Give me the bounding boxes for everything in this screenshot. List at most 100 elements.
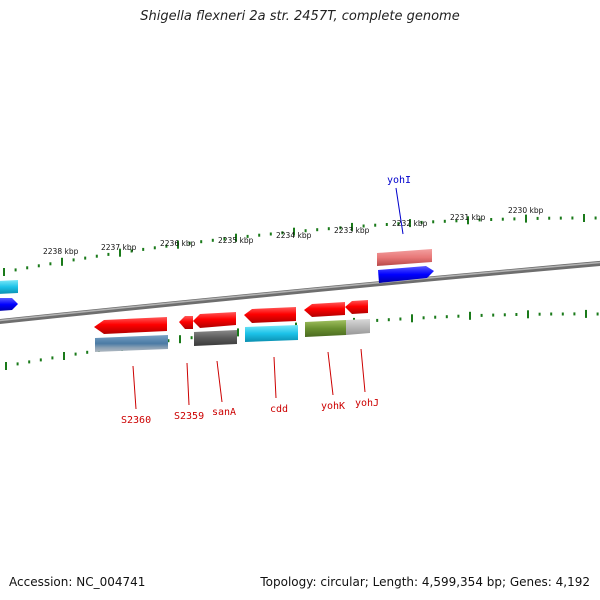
feature-yohI-arrow[interactable] [378, 266, 434, 283]
outer-tick-15 [177, 240, 179, 249]
outer-tick-25 [293, 227, 295, 236]
feature-sanA-box[interactable] [194, 330, 237, 346]
outer-tick-20 [235, 233, 237, 242]
feature-yohK-arrow[interactable] [304, 302, 345, 317]
outer-tick-31 [362, 224, 365, 228]
gene-label-yohI[interactable]: yohI [387, 175, 411, 186]
inner-tick-38 [445, 315, 448, 319]
outer-tick-24 [281, 231, 284, 235]
feature-S2360-arrow[interactable] [94, 317, 167, 334]
outer-tick-19 [223, 237, 226, 241]
leader-sanA [216, 360, 223, 403]
inner-tick-46 [538, 312, 541, 316]
outer-tick-29 [339, 226, 342, 230]
outer-tick-34 [397, 222, 400, 226]
feature-S2359-arrow[interactable] [179, 316, 193, 329]
inner-tick-42 [492, 313, 495, 317]
outer-tick-42 [490, 218, 493, 221]
ruler-label-2235: 2235 kbp [218, 236, 254, 245]
outer-tick-3 [37, 264, 40, 268]
feature-blue-left[interactable] [0, 298, 18, 311]
outer-tick-37 [432, 220, 435, 224]
ruler-ticks-outer [3, 214, 597, 276]
genome-backbone [0, 260, 600, 324]
gene-label-S2359[interactable]: S2359 [174, 411, 204, 422]
outer-tick-5 [61, 257, 63, 266]
ruler-label-2232: 2232 kbp [392, 219, 428, 228]
inner-tick-5 [63, 352, 65, 360]
outer-tick-35 [409, 219, 411, 228]
feature-S2360-box[interactable] [95, 335, 168, 352]
feature-sanA-arrow[interactable] [193, 312, 236, 328]
outer-tick-16 [188, 241, 191, 245]
outer-tick-32 [374, 223, 377, 227]
inner-tick-36 [422, 316, 425, 320]
outer-tick-50 [583, 214, 585, 222]
outer-tick-23 [269, 232, 272, 236]
outer-tick-27 [316, 228, 319, 232]
outer-tick-21 [246, 234, 249, 238]
inner-tick-14 [167, 339, 170, 343]
inner-tick-20 [237, 328, 239, 337]
gene-label-cdd[interactable]: cdd [270, 404, 288, 415]
feature-cdd-box[interactable] [245, 325, 298, 342]
ruler-ticks-inner [5, 309, 599, 370]
gene-label-yohJ[interactable]: yohJ [355, 398, 379, 409]
leader-yohJ [360, 348, 366, 393]
inner-tick-37 [434, 315, 437, 319]
inner-tick-39 [457, 314, 460, 318]
outer-tick-43 [501, 217, 504, 221]
outer-tick-30 [351, 222, 353, 231]
outer-tick-36 [420, 220, 423, 224]
outer-tick-18 [211, 238, 214, 242]
outer-tick-26 [304, 229, 307, 233]
ruler-label-2234: 2234 kbp [276, 231, 312, 240]
gene-label-yohK[interactable]: yohK [321, 401, 345, 412]
outer-tick-11 [130, 249, 133, 253]
gene-label-S2360[interactable]: S2360 [121, 415, 151, 426]
outer-tick-44 [513, 217, 516, 221]
feature-yohJ-arrow[interactable] [345, 300, 368, 314]
outer-tick-12 [142, 247, 145, 251]
inner-tick-15 [179, 335, 181, 344]
outer-tick-13 [153, 246, 156, 250]
outer-tick-46 [536, 216, 539, 220]
inner-tick-40 [469, 311, 471, 320]
inner-tick-16 [190, 336, 193, 340]
inner-tick-34 [399, 317, 402, 321]
inner-tick-3 [39, 358, 42, 362]
inner-tick-49 [573, 312, 576, 316]
outer-tick-17 [200, 240, 203, 244]
inner-tick-32 [376, 318, 379, 322]
inner-tick-51 [596, 312, 599, 316]
feature-cdd-arrow[interactable] [244, 307, 296, 323]
outer-tick-49 [571, 216, 574, 220]
ruler-label-2238: 2238 kbp [43, 247, 79, 256]
inner-tick-35 [411, 314, 413, 323]
feature-yohI-top[interactable] [377, 249, 432, 266]
inner-tick-6 [74, 352, 77, 356]
feature-yohK-box[interactable] [305, 320, 346, 337]
feature-yohJ-box[interactable] [346, 319, 370, 335]
ruler-label-2237: 2237 kbp [101, 243, 137, 252]
outer-tick-9 [107, 252, 110, 256]
inner-tick-44 [515, 313, 518, 316]
inner-tick-7 [86, 350, 89, 354]
topology-text: Topology: circular; Length: 4,599,354 bp… [260, 575, 590, 589]
outer-tick-33 [385, 223, 388, 226]
inner-tick-1 [16, 362, 19, 366]
inner-tick-0 [5, 362, 7, 370]
ruler-label-2230: 2230 kbp [508, 206, 544, 215]
inner-tick-41 [480, 313, 483, 317]
inner-tick-48 [561, 312, 564, 316]
inner-tick-33 [387, 318, 390, 322]
gene-label-sanA[interactable]: sanA [212, 407, 236, 418]
inner-tick-45 [527, 310, 529, 319]
ruler-label-2236: 2236 kbp [160, 239, 196, 248]
leader-S2359 [186, 362, 190, 406]
leader-S2360 [132, 365, 137, 410]
inner-tick-43 [503, 313, 506, 317]
genome-backbone-highlight [0, 261, 600, 322]
feature-cyan-left[interactable] [0, 280, 18, 294]
